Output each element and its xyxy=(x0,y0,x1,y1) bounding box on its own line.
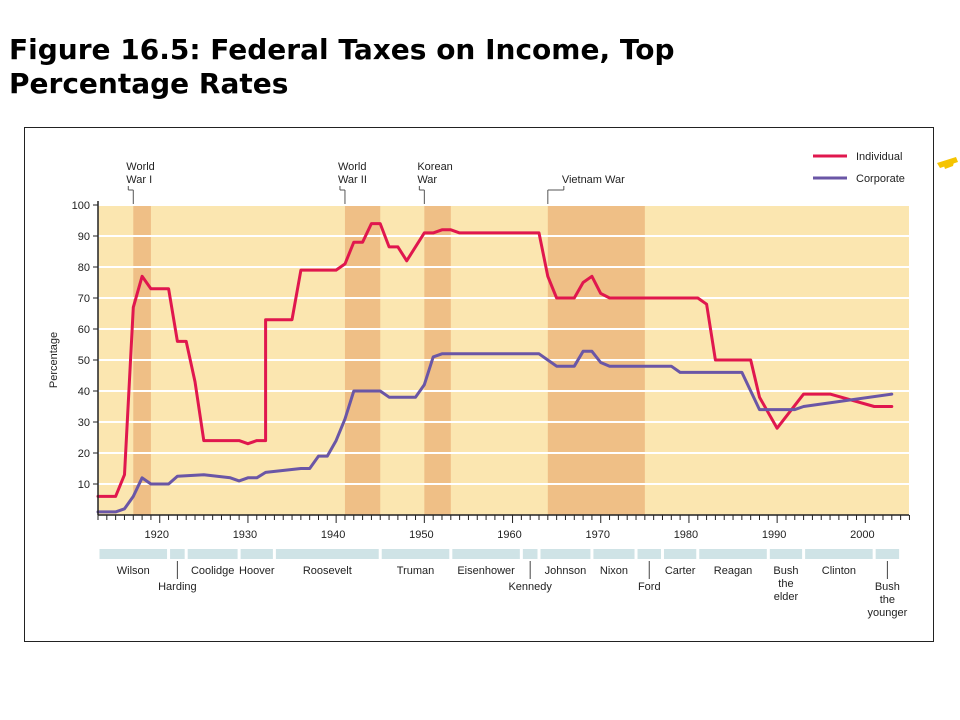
president-name: elder xyxy=(774,591,799,603)
y-tick-label: 70 xyxy=(78,293,90,305)
y-tick-label: 10 xyxy=(78,479,90,491)
president-name: Johnson xyxy=(545,565,587,577)
president-term-bar xyxy=(769,549,803,559)
x-tick-label: 1930 xyxy=(233,529,257,541)
war-label: Vietnam War xyxy=(562,174,625,186)
war-label: War I xyxy=(126,174,152,186)
president-name: Clinton xyxy=(822,565,856,577)
war-label: Korean xyxy=(417,161,452,173)
series-lines-layer xyxy=(96,222,894,514)
y-tick-label: 30 xyxy=(78,417,90,429)
series-individual-line xyxy=(96,222,894,498)
x-tick-label: 1970 xyxy=(585,529,609,541)
president-name: Hoover xyxy=(239,565,275,577)
war-label: War xyxy=(417,174,437,186)
war-label: World xyxy=(126,161,155,173)
y-axis-title: Percentage xyxy=(48,332,60,388)
y-tick-label: 40 xyxy=(78,386,90,398)
legend-label-corporate: Corporate xyxy=(856,173,905,185)
president-term-bar xyxy=(99,549,168,559)
x-tick-label: 1990 xyxy=(762,529,786,541)
x-tick-label: 1950 xyxy=(409,529,433,541)
president-term-bar xyxy=(540,549,591,559)
president-term-bar xyxy=(875,549,900,559)
president-term-bar xyxy=(381,549,450,559)
x-tick-label: 1920 xyxy=(144,529,168,541)
president-name: Harding xyxy=(158,581,197,593)
president-term-bar xyxy=(663,549,697,559)
president-name: Ford xyxy=(638,581,661,593)
war-label: World xyxy=(338,161,367,173)
series-corporate-line xyxy=(96,349,894,514)
president-term-bar xyxy=(699,549,767,559)
x-tick-label: 2000 xyxy=(850,529,874,541)
president-term-bar xyxy=(187,549,238,559)
accent-scribble-icon xyxy=(937,157,958,169)
president-name: Bush xyxy=(773,565,798,577)
president-term-bar xyxy=(240,549,273,559)
president-name: Carter xyxy=(665,565,696,577)
y-tick-label: 80 xyxy=(78,262,90,274)
x-tick-label: 1940 xyxy=(321,529,345,541)
y-tick-label: 90 xyxy=(78,231,90,243)
president-timeline-layer: Wilson Harding Coolidge Hoover Roosevelt Trum… xyxy=(99,549,908,619)
legend: Individual Corporate xyxy=(813,151,905,185)
axes-layer: 10 20 30 40 50 60 70 80 90 100 1920 1930 1940 1950 196… xyxy=(48,200,910,541)
president-name: Nixon xyxy=(600,565,628,577)
x-tick-label: 1960 xyxy=(497,529,521,541)
president-name: Reagan xyxy=(714,565,753,577)
president-term-bar xyxy=(522,549,538,559)
y-tick-label: 20 xyxy=(78,448,90,460)
gridlines-layer xyxy=(98,204,909,485)
president-term-bar xyxy=(593,549,635,559)
chart-frame: World War I World War II Korean War Vietnam Wa… xyxy=(24,127,934,642)
y-tick-label: 60 xyxy=(78,324,90,336)
president-name: Roosevelt xyxy=(303,565,352,577)
president-name: Kennedy xyxy=(508,581,552,593)
president-name: Bush xyxy=(875,581,900,593)
president-name: the xyxy=(778,578,793,590)
y-tick-label: 100 xyxy=(72,200,90,212)
president-name: the xyxy=(880,594,895,606)
president-term-bar xyxy=(452,549,520,559)
president-name: younger xyxy=(868,607,908,619)
slide-title: Figure 16.5: Federal Taxes on Income, To… xyxy=(9,33,675,100)
war-label: War II xyxy=(338,174,367,186)
president-term-bar xyxy=(275,549,379,559)
president-name: Eisenhower xyxy=(457,565,515,577)
x-tick-label: 1980 xyxy=(674,529,698,541)
president-term-bar xyxy=(637,549,661,559)
president-term-bar xyxy=(805,549,873,559)
y-tick-label: 50 xyxy=(78,355,90,367)
president-term-bar xyxy=(170,549,185,559)
president-name: Truman xyxy=(397,565,435,577)
president-name: Wilson xyxy=(117,565,150,577)
legend-label-individual: Individual xyxy=(856,151,902,163)
president-name: Coolidge xyxy=(191,565,234,577)
